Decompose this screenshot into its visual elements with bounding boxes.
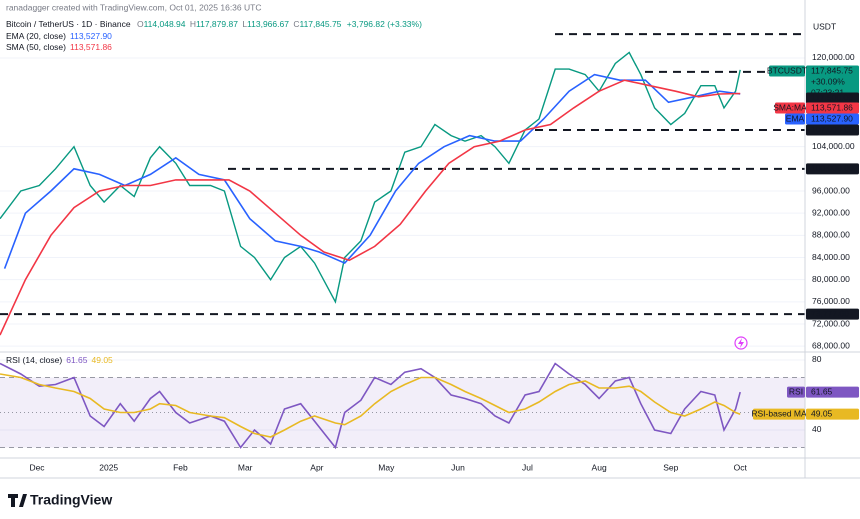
alert-icon: [734, 336, 748, 350]
level-label: 100,000.00: [811, 163, 854, 173]
rsi-tag-bg: [787, 386, 805, 398]
level-label-bg: [806, 163, 859, 175]
plot: [0, 33, 805, 450]
x-tick-label: Oct: [734, 462, 748, 472]
y-tick-label: 72,000.00: [812, 318, 850, 328]
sma-label: 113,571.86: [811, 102, 853, 112]
x-tick-label: Jun: [451, 462, 465, 472]
grid: [0, 57, 805, 431]
countdown: 07:23:21: [811, 87, 844, 97]
sma-tag-bg: [775, 102, 805, 114]
level-label-bg: [806, 308, 859, 320]
ohlc-key: H: [190, 19, 196, 29]
ohlc-value: 117,879.87: [196, 19, 238, 29]
ohlc-value: 114,048.94: [144, 19, 186, 29]
rsi-ma-label-bg: [806, 408, 859, 420]
symbol-legend: Bitcoin / TetherUS · 1D · Binance O114,0…: [6, 19, 422, 29]
rsi-tag: RSI: [789, 386, 803, 396]
last-price: 117,845.75: [811, 65, 853, 75]
ohlc-value: 117,845.75: [299, 19, 341, 29]
level-label-bg: [806, 124, 859, 136]
sma-value: 113,571.86: [70, 42, 112, 52]
series-line: [0, 51, 741, 304]
x-tick-label: Feb: [173, 462, 188, 472]
y-tick-label: 96,000.00: [812, 185, 850, 195]
ema-tag-bg: [785, 113, 805, 125]
rsi-value: 61.65: [66, 355, 88, 365]
y-tick-label: 104,000.00: [812, 141, 855, 151]
rsi-ma-tag-bg: [753, 408, 805, 420]
last-change: +30.09%: [811, 76, 845, 86]
y-tick-label: 80: [812, 354, 822, 364]
ema-legend: EMA (20, close) 113,527.90: [6, 31, 112, 41]
series-line: [0, 79, 741, 336]
level-label: 73,777.00: [811, 308, 849, 318]
ema-name: EMA (20, close): [6, 31, 66, 41]
y-tick-label: 80,000.00: [812, 274, 850, 284]
currency: USDT: [813, 21, 836, 31]
sma-tag: SMA:MA: [773, 102, 807, 112]
ema-value: 113,527.90: [70, 31, 112, 41]
ohlc-key: C: [293, 19, 299, 29]
attribution: ranadagger created with TradingView.com,…: [6, 2, 261, 12]
x-tick-label: Jul: [522, 462, 533, 472]
logo-text: TradingView: [30, 492, 112, 508]
level-label: 117,500.00: [811, 92, 853, 102]
rsi-ma-tag: RSI-based MA: [751, 408, 807, 418]
x-tick-label: Mar: [238, 462, 253, 472]
sma-name: SMA (50, close): [6, 42, 66, 52]
symbol-tag: BTCUSDT: [767, 65, 807, 75]
y-tick-label: 76,000.00: [812, 296, 850, 306]
x-tick-label: May: [378, 462, 395, 472]
ohlc-key: O: [137, 19, 144, 29]
x-tick-label: Apr: [310, 462, 323, 472]
rsi-ma-label: 49.05: [811, 408, 833, 418]
x-tick-label: Aug: [592, 462, 607, 472]
x-tick-label: Sep: [663, 462, 678, 472]
y-tick-label: 40: [812, 424, 822, 434]
axes: Dec 2025 Feb Mar Apr May Jun Jul Aug Sep Oct 68,000…: [29, 52, 854, 472]
x-tick-label: Dec: [29, 462, 45, 472]
sma-label-bg: [806, 102, 859, 114]
y-tick-label: 88,000.00: [812, 230, 850, 240]
rsi-label: 61.65: [811, 386, 833, 396]
rsi-label-bg: [806, 386, 859, 398]
x-tick-label: 2025: [99, 462, 118, 472]
rsi-legend: RSI (14, close) 61.65 49.05: [6, 355, 113, 365]
ohlc-key: L: [242, 19, 247, 29]
ema-label-bg: [806, 113, 859, 125]
series-line: [0, 362, 741, 450]
symbol-tag-bg: [769, 65, 805, 77]
symbol: Bitcoin / TetherUS · 1D · Binance: [6, 19, 131, 29]
y-tick-label: 68,000.00: [812, 340, 850, 350]
y-tick-label: 120,000.00: [812, 52, 855, 62]
change: +3,796.82 (+3.33%): [347, 19, 422, 29]
logo: TradingView: [8, 492, 112, 508]
level-label-bg: [806, 92, 859, 104]
rsi-ma-value: 49.05: [92, 355, 114, 365]
badges: 117,845.75+30.09%07:23:21 BTCUSDT 117,500.…: [751, 65, 859, 420]
ema-tag: EMA: [786, 113, 805, 123]
series-line: [0, 373, 741, 438]
sma-legend: SMA (50, close) 113,571.86: [6, 42, 112, 52]
y-tick-label: 84,000.00: [812, 252, 850, 262]
level-label: 107,000.00: [811, 124, 854, 134]
ema-label: 113,527.90: [811, 113, 853, 123]
y-tick-label: 92,000.00: [812, 207, 850, 217]
last-price-block: [806, 65, 859, 99]
rsi-title: RSI (14, close): [6, 355, 62, 365]
ohlc-value: 113,966.67: [247, 19, 289, 29]
